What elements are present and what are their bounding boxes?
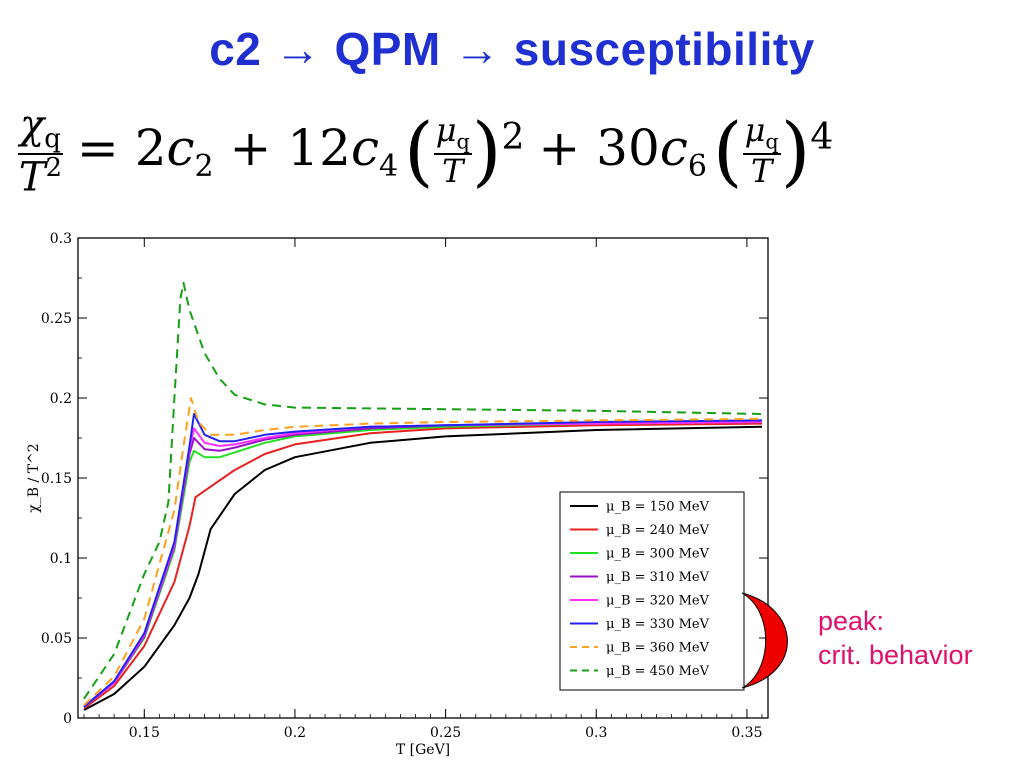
exponent-1: 2 [501,117,525,158]
legend-label-3: μ_B = 310 MeV [606,570,710,585]
legend-box [559,491,745,691]
x-tick-label: 0.25 [430,725,461,741]
y-tick-label: 0.1 [50,551,72,567]
annotation-line-1: peak: [818,606,885,636]
y-tick-label: 0.2 [50,391,72,407]
exponent-2: 4 [810,117,834,158]
legend-label-1: μ_B = 240 MeV [606,523,710,538]
annotation-line-2: crit. behavior [818,640,973,670]
series-line-1 [83,422,763,710]
y-tick-label: 0.25 [41,311,72,327]
susceptibility-chart: 0.15 0.2 0.25 0.3 0.35 0 0.05 0.1 0.15 0.2 0.25 0.3… [26,231,788,758]
formula-term2: + 30c6 [538,118,707,184]
series-line-5 [83,413,763,708]
x-tick-label: 0.35 [731,725,762,741]
susceptibility-formula: χq T2 = 2c2 + 12c4 ( μq T ) 2 + 30c6 ( μ… [18,96,1008,206]
mu-numerator-2: μq [742,110,781,155]
lhs-denominator: T2 [18,152,63,201]
legend-label-7: μ_B = 450 MeV [606,664,710,679]
legend-label-0: μ_B = 150 MeV [606,500,710,515]
axis-layer: 0.15 0.2 0.25 0.3 0.35 0 0.05 0.1 0.15 0.2 0.25 0.3… [26,231,768,758]
paren-group-2: ( μq T ) 4 [712,106,834,195]
series-line-6 [83,397,763,706]
mu-numerator-1: μq [433,110,472,155]
lhs-numerator: χq [18,101,63,155]
series-layer [83,281,763,711]
series-line-0 [83,425,763,711]
lhs-fraction: χq T2 [18,101,63,201]
x-tick-label: 0.15 [129,725,160,741]
paren-group-1: ( μq T ) 2 [404,106,525,195]
x-tick-label: 0.2 [284,725,306,741]
y-tick-label: 0.05 [41,631,72,647]
legend-label-5: μ_B = 330 MeV [606,617,710,632]
y-axis-label: χ_B / T^2 [26,443,42,512]
y-tick-label: 0.15 [41,471,72,487]
y-tick-label: 0 [63,711,72,727]
t-denominator-2: T [750,151,773,190]
x-tick-label: 0.3 [585,725,607,741]
formula-term1: = 2c2 + 12c4 [76,118,399,184]
legend-label-6: μ_B = 360 MeV [606,641,710,656]
legend-label-4: μ_B = 320 MeV [606,594,710,609]
legend: μ_B = 150 MeV μ_B = 240 MeV μ_B = 300 MeV μ… [559,491,745,691]
x-axis-label: T [GeV] [396,742,450,758]
y-tick-label: 0.3 [50,231,72,247]
peak-bracket-shape [741,592,788,689]
slide-title: c2 → QPM → susceptibility [209,23,815,75]
t-denominator-1: T [442,151,464,190]
peak-annotation: peak: crit. behavior [818,604,973,672]
legend-label-2: μ_B = 300 MeV [606,547,710,562]
